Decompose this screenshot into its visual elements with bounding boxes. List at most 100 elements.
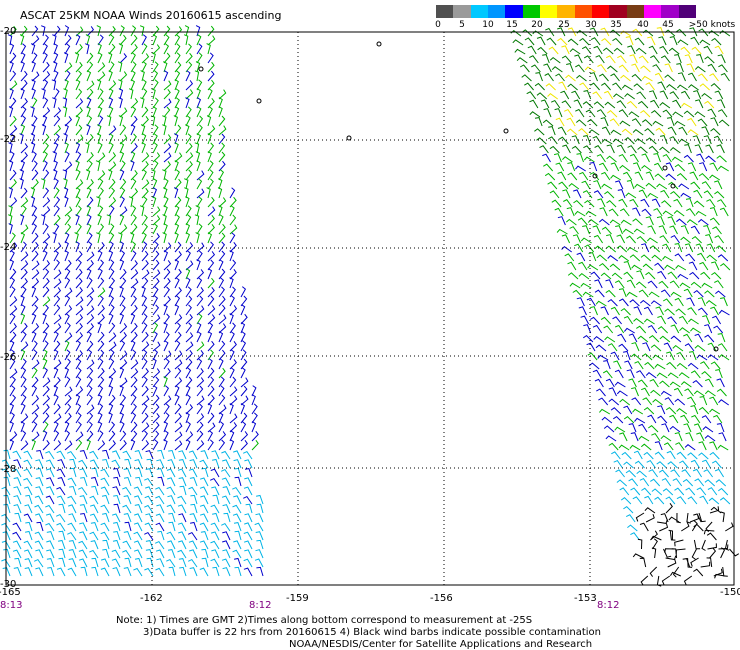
wind-barb	[645, 171, 655, 181]
wind-barb	[705, 300, 717, 307]
wind-barb	[712, 226, 722, 235]
wind-barb	[630, 353, 642, 361]
wind-barb	[173, 115, 178, 127]
wind-barb	[20, 413, 29, 424]
wind-barb	[64, 206, 73, 217]
wind-barb	[212, 458, 220, 469]
wind-barb	[1, 522, 11, 532]
wind-barb	[141, 142, 146, 154]
wind-barb	[163, 313, 170, 325]
wind-barb	[196, 34, 202, 46]
wind-barb	[174, 241, 182, 253]
wind-barb	[207, 268, 213, 280]
wind-barb	[112, 486, 121, 496]
wind-barb	[75, 70, 82, 82]
wind-barb	[587, 352, 598, 361]
wind-barb	[616, 100, 627, 109]
wind-barb	[42, 385, 50, 397]
wind-barb	[604, 336, 616, 343]
wind-barb	[9, 197, 18, 208]
wind-barb	[152, 295, 159, 307]
wind-barb	[593, 45, 603, 55]
wind-barb	[687, 117, 697, 127]
wind-barb	[207, 349, 214, 361]
wind-barb	[680, 381, 692, 388]
wind-barb	[218, 142, 226, 154]
wind-barb	[704, 390, 716, 397]
wind-barb	[163, 161, 171, 172]
wind-barb	[687, 162, 697, 172]
wind-barb	[667, 216, 676, 226]
wind-barb	[128, 88, 134, 100]
wind-barb	[196, 421, 204, 433]
wind-barb	[628, 378, 637, 388]
wind-barb	[635, 281, 647, 289]
wind-barb	[595, 300, 607, 307]
wind-barb	[53, 187, 60, 199]
wind-barb	[676, 451, 687, 460]
wind-barb	[688, 84, 699, 91]
wind-barb	[174, 133, 179, 145]
wind-barb	[20, 286, 27, 298]
wind-barb	[698, 452, 709, 460]
wind-barb	[112, 567, 121, 577]
wind-barb	[566, 63, 574, 73]
wind-barb	[623, 171, 633, 181]
wind-barb	[178, 450, 187, 460]
wind-barb	[188, 450, 198, 460]
wind-barb	[85, 142, 90, 154]
wind-barb	[669, 381, 681, 388]
wind-barb	[229, 439, 235, 451]
note-line: Note: 1) Times are GMT 2)Times along bot…	[116, 615, 533, 626]
colorbar-label: 25	[558, 20, 570, 30]
wind-barb	[676, 408, 688, 415]
wind-barb	[9, 43, 15, 55]
wind-barb	[660, 189, 670, 199]
wind-barb	[575, 108, 585, 118]
wind-barb	[75, 160, 80, 172]
wind-barb	[97, 62, 106, 73]
wind-barb	[108, 440, 116, 451]
wind-barb	[86, 70, 92, 82]
wind-barb	[97, 430, 104, 442]
wind-barb	[557, 216, 566, 226]
wind-barb	[653, 153, 661, 163]
wind-barb	[31, 286, 37, 298]
wind-barb	[577, 217, 588, 226]
wind-barb	[596, 153, 606, 163]
wind-barb	[207, 142, 215, 154]
wind-barb	[651, 198, 661, 208]
wind-barb	[174, 322, 181, 334]
wind-barb	[634, 171, 644, 181]
wind-barb	[36, 449, 44, 460]
wind-barb	[614, 381, 626, 388]
wind-barb	[650, 535, 662, 541]
wind-barb	[152, 269, 161, 280]
wind-barb	[42, 206, 51, 217]
wind-barb	[716, 423, 725, 433]
wind-barb	[576, 297, 585, 307]
wind-barb	[189, 513, 198, 523]
wind-barb	[141, 313, 148, 325]
wind-barb	[75, 26, 84, 37]
wind-barb	[639, 477, 650, 487]
wind-barb	[704, 334, 715, 343]
wind-barb	[598, 397, 609, 406]
wind-barb	[650, 478, 661, 487]
wind-barb	[610, 73, 620, 82]
wind-barb	[593, 101, 605, 109]
wind-barb	[705, 144, 714, 154]
wind-barb	[627, 100, 638, 109]
wind-barb	[710, 117, 719, 127]
wind-barb	[557, 37, 568, 46]
wind-barb	[639, 299, 651, 307]
wind-barb	[624, 360, 633, 370]
wind-barb	[564, 253, 575, 262]
wind-barb	[717, 165, 729, 172]
wind-barb	[234, 566, 242, 577]
wind-barb	[672, 99, 682, 109]
wind-barb	[20, 251, 29, 262]
wind-barb	[716, 144, 725, 154]
wind-barb	[152, 160, 159, 172]
